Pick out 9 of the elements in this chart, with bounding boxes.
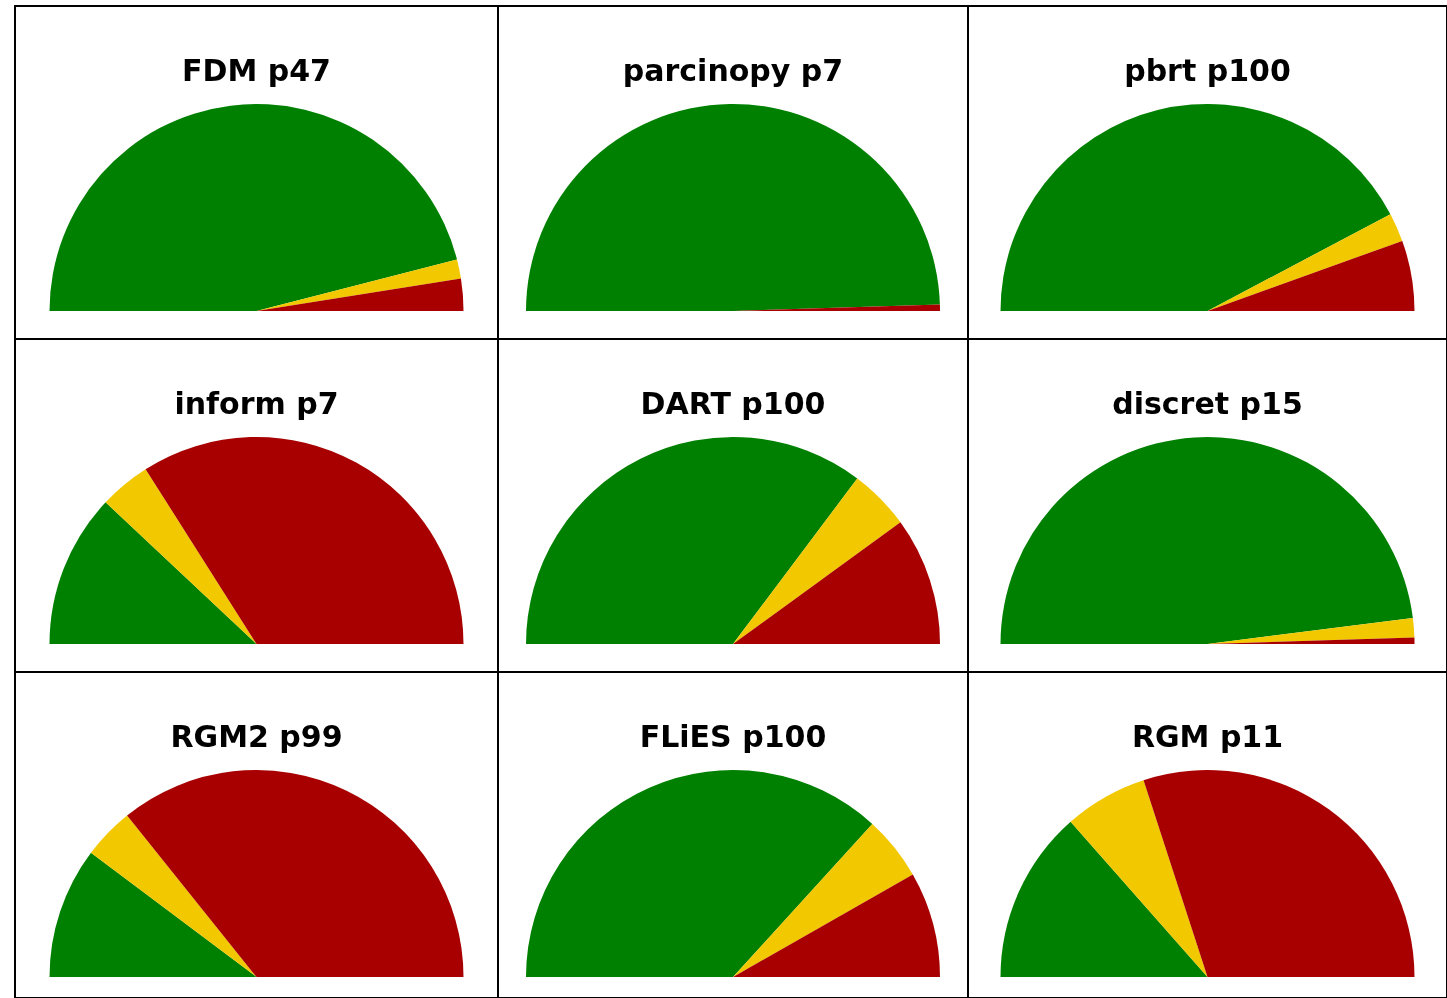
chart-title: DART p100 — [640, 386, 826, 421]
chart-title: FLiES p100 — [639, 719, 827, 754]
chart-title: RGM2 p99 — [170, 719, 343, 754]
chart-title: discret p15 — [1112, 386, 1303, 421]
chart-title: pbrt p100 — [1124, 53, 1291, 88]
chart-title: RGM p11 — [1131, 719, 1284, 754]
chart-title: inform p7 — [174, 386, 339, 421]
chart-title: parcinopy p7 — [622, 53, 844, 88]
chart-title: FDM p47 — [182, 53, 331, 88]
